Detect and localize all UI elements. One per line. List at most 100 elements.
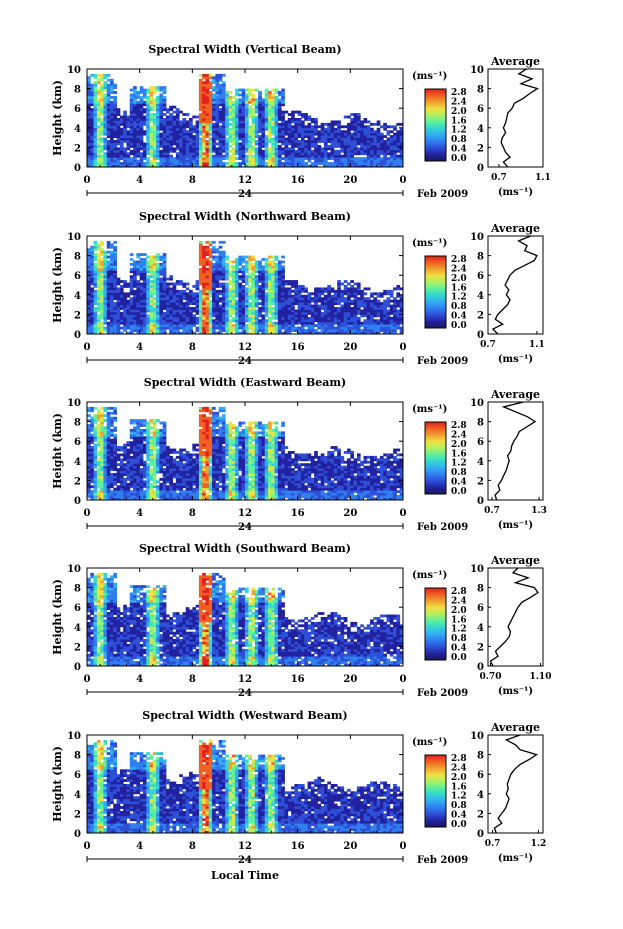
heatmap-cell bbox=[192, 316, 197, 320]
heatmap-cell bbox=[198, 144, 203, 148]
heatmap-cell bbox=[142, 326, 147, 330]
heatmap-cell bbox=[113, 142, 118, 146]
heatmap-cell bbox=[231, 164, 236, 168]
heatmap-cell bbox=[87, 105, 91, 109]
heatmap-cell bbox=[87, 144, 91, 148]
heatmap-cell bbox=[238, 103, 243, 107]
heatmap-cell bbox=[212, 113, 216, 116]
heatmap-cell bbox=[182, 302, 187, 305]
heatmap-cell bbox=[347, 159, 351, 163]
heatmap-cell bbox=[248, 115, 252, 119]
heatmap-cell bbox=[96, 81, 101, 85]
heatmap-cell bbox=[96, 157, 101, 161]
heatmap-cell bbox=[324, 149, 328, 153]
heatmap-cell bbox=[264, 287, 269, 291]
heatmap-cell bbox=[129, 125, 134, 129]
heatmap-cell bbox=[274, 140, 279, 143]
heatmap-cell bbox=[347, 162, 351, 165]
heatmap-cell bbox=[360, 297, 364, 301]
heatmap-cell bbox=[205, 113, 210, 116]
heatmap-cell bbox=[360, 149, 364, 153]
heatmap-cell bbox=[251, 103, 256, 107]
heatmap-cell bbox=[152, 122, 157, 126]
heatmap-cell bbox=[343, 304, 348, 308]
heatmap-cell bbox=[291, 164, 295, 168]
heatmap-cell bbox=[185, 122, 190, 126]
heatmap-cell bbox=[277, 135, 282, 138]
heatmap-cell bbox=[218, 297, 223, 301]
heatmap-cell bbox=[136, 324, 141, 328]
heatmap-cell bbox=[119, 120, 124, 124]
heatmap-cell bbox=[119, 132, 124, 136]
heatmap-cell bbox=[159, 142, 164, 146]
heatmap-cell bbox=[353, 149, 358, 153]
heatmap-cell bbox=[327, 297, 331, 301]
heatmap-cell bbox=[343, 144, 348, 148]
heatmap-cell bbox=[353, 118, 358, 121]
heatmap-cell bbox=[370, 154, 374, 158]
heatmap-cell bbox=[152, 86, 157, 89]
heatmap-cell bbox=[110, 309, 114, 313]
heatmap-cell bbox=[198, 115, 203, 119]
heatmap-cell bbox=[156, 262, 160, 266]
heatmap-cell bbox=[264, 321, 269, 325]
heatmap-cell bbox=[238, 255, 243, 259]
heatmap-cell bbox=[245, 110, 249, 114]
heatmap-cell bbox=[166, 115, 170, 119]
heatmap-cell bbox=[370, 329, 374, 332]
heatmap-cell bbox=[248, 262, 252, 266]
heatmap-cell bbox=[287, 294, 292, 298]
heatmap-cell bbox=[261, 130, 266, 134]
heatmap-cell bbox=[264, 294, 269, 298]
heatmap-cell bbox=[396, 294, 401, 298]
heatmap-cell bbox=[218, 130, 223, 134]
heatmap-cell bbox=[93, 76, 98, 80]
heatmap-cell bbox=[268, 255, 272, 259]
heatmap-cell bbox=[215, 294, 220, 298]
heatmap-cell bbox=[87, 130, 91, 134]
heatmap-cell bbox=[271, 270, 276, 274]
heatmap-cell bbox=[208, 110, 213, 114]
heatmap-cell bbox=[142, 316, 147, 320]
heatmap-cell bbox=[228, 113, 233, 116]
heatmap-cell bbox=[221, 127, 226, 131]
heatmap-cell bbox=[202, 253, 206, 256]
heatmap-cell bbox=[139, 122, 144, 126]
heatmap-cell bbox=[146, 122, 150, 126]
heatmap-cell bbox=[281, 267, 285, 271]
heatmap-cell bbox=[198, 267, 203, 271]
heatmap-cell bbox=[212, 142, 216, 146]
heatmap-cell bbox=[360, 294, 364, 298]
heatmap-cell bbox=[166, 304, 170, 308]
heatmap-cell bbox=[175, 159, 180, 163]
heatmap-cell bbox=[330, 149, 335, 153]
heatmap-cell bbox=[202, 135, 206, 138]
heatmap-cell bbox=[277, 93, 282, 97]
heatmap-cell bbox=[297, 120, 302, 124]
heatmap-cell bbox=[96, 458, 101, 462]
heatmap-cell bbox=[166, 319, 170, 323]
heatmap-cell bbox=[106, 262, 111, 266]
heatmap-cell bbox=[103, 289, 108, 293]
heatmap-cell bbox=[129, 152, 134, 156]
heatmap-cell bbox=[166, 311, 170, 315]
heatmap-cell bbox=[225, 120, 229, 124]
heatmap-cell bbox=[113, 262, 118, 266]
heatmap-cell bbox=[212, 270, 216, 274]
heatmap-cell bbox=[152, 311, 157, 315]
heatmap-cell bbox=[287, 130, 292, 134]
heatmap-cell bbox=[100, 314, 104, 318]
heatmap-cell bbox=[106, 115, 111, 119]
heatmap-cell bbox=[149, 86, 154, 89]
heatmap-cell bbox=[149, 331, 154, 335]
heatmap-cell bbox=[360, 162, 364, 165]
heatmap-cell bbox=[136, 326, 141, 330]
heatmap-cell bbox=[136, 103, 141, 107]
heatmap-cell bbox=[248, 88, 252, 92]
heatmap-cell bbox=[126, 140, 131, 143]
heatmap-cell bbox=[327, 324, 331, 328]
heatmap-cell bbox=[110, 108, 114, 112]
heatmap-cell bbox=[310, 140, 315, 143]
heatmap-cell bbox=[274, 137, 279, 141]
heatmap-cell bbox=[360, 309, 364, 313]
